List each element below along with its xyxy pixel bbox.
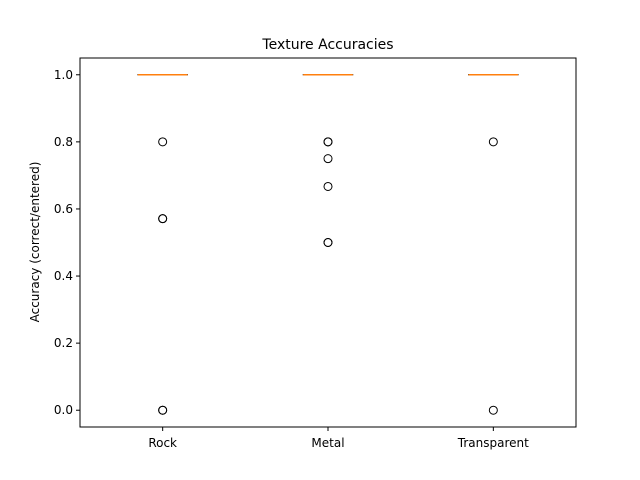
y-tick-label: 0.4 xyxy=(54,269,73,283)
y-tick-label: 0.6 xyxy=(54,202,73,216)
outlier-point xyxy=(158,214,168,224)
y-tick-label: 0.8 xyxy=(54,135,73,149)
chart-title: Texture Accuracies xyxy=(261,37,393,53)
x-tick-label: Rock xyxy=(148,436,177,450)
outlier-point xyxy=(488,137,498,147)
outlier-point xyxy=(488,405,498,415)
outlier-point xyxy=(323,181,333,191)
y-axis-label: Accuracy (correct/entered) xyxy=(28,162,42,323)
x-tick-label: Transparent xyxy=(457,436,529,450)
y-tick-label: 1.0 xyxy=(54,68,73,82)
y-tick-label: 0.2 xyxy=(54,336,73,350)
x-tick-label: Metal xyxy=(311,436,344,450)
outlier-point xyxy=(323,238,333,247)
outlier-point xyxy=(158,137,168,147)
outlier-point xyxy=(323,154,333,164)
plot-area: 0.0 0.2 0.4 0.6 0.8 1.0 Rock Metal Transparent xyxy=(54,57,577,450)
outlier-point xyxy=(158,405,168,415)
y-tick-label: 0.0 xyxy=(54,403,73,417)
axes-frame xyxy=(79,57,577,428)
outlier-point xyxy=(323,137,333,147)
